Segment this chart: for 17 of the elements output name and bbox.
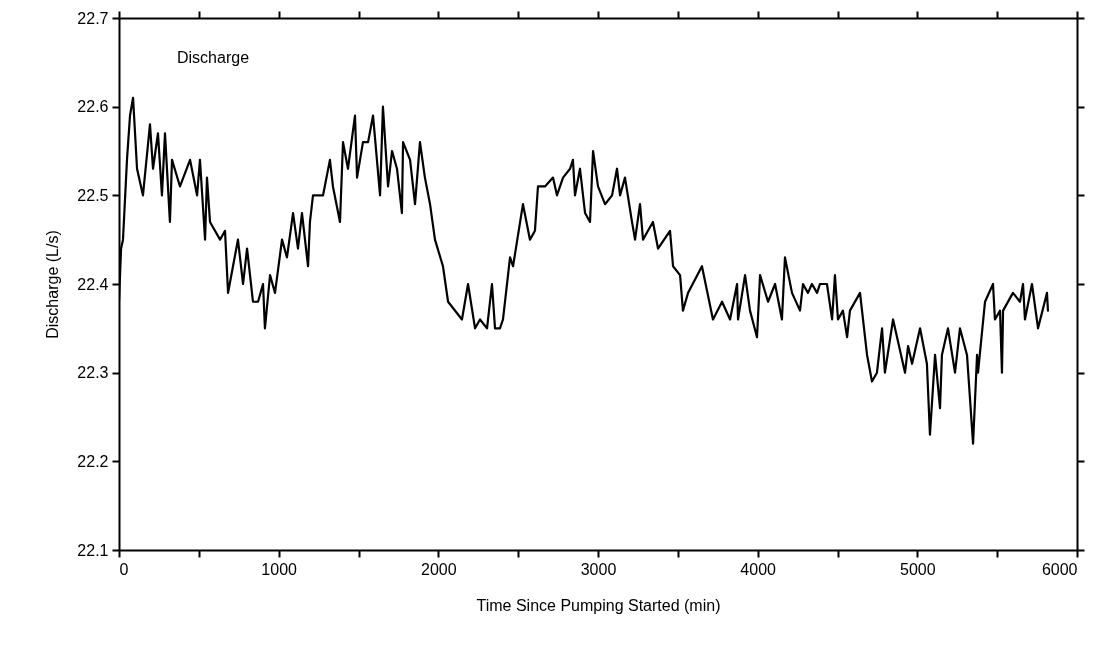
y-tick-label: 22.7: [77, 9, 109, 27]
annotation: Discharge: [177, 49, 250, 66]
x-tick-label: 4000: [740, 560, 777, 578]
y-tick-label: 22.3: [77, 364, 109, 382]
x-axis-title: Time Since Pumping Started (min): [476, 596, 721, 614]
x-tick-label: 0: [119, 560, 129, 578]
y-tick-label: 22.4: [77, 275, 109, 293]
x-tick-label: 3000: [580, 560, 617, 578]
y-tick-label: 22.6: [77, 98, 109, 116]
x-tick-label: 2000: [421, 560, 457, 578]
x-tick-label: 6000: [1041, 560, 1078, 578]
y-tick-label: 22.2: [77, 452, 109, 470]
y-axis-title: Discharge (L/s): [44, 230, 62, 339]
x-tick-label: 1000: [261, 560, 298, 578]
y-tick-label: 22.5: [77, 186, 109, 204]
y-tick-label: 22.1: [77, 541, 109, 559]
x-tick-label: 5000: [900, 560, 936, 578]
